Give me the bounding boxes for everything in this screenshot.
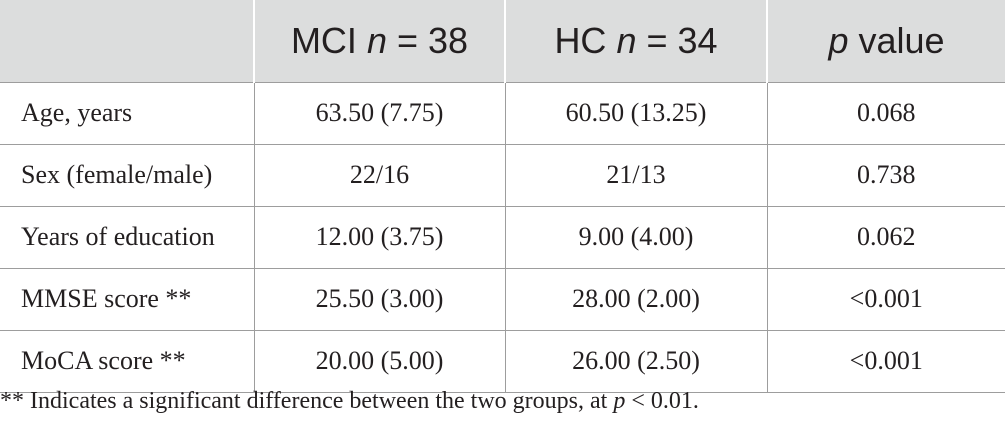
hc-value: 26.00 (2.50) (504, 329, 767, 393)
table-row: MoCA score ** 20.00 (5.00) 26.00 (2.50) … (0, 329, 1005, 393)
table-row: Sex (female/male) 22/16 21/13 0.738 (0, 143, 1005, 206)
header-hc: HC n = 34 (504, 0, 767, 82)
p-value: <0.001 (766, 329, 1005, 393)
header-p-value: p value (766, 0, 1005, 82)
table-row: MMSE score ** 25.50 (3.00) 28.00 (2.00) … (0, 267, 1005, 330)
header-mci-suffix: = 38 (386, 19, 469, 61)
footnote-p-italic: p (613, 388, 626, 414)
table-row: Age, years 63.50 (7.75) 60.50 (13.25) 0.… (0, 81, 1005, 144)
footnote-prefix: ** Indicates a significant difference be… (0, 388, 614, 414)
hc-value: 9.00 (4.00) (504, 205, 767, 268)
header-mci-prefix: MCI (290, 19, 367, 61)
header-hc-suffix: = 34 (636, 19, 718, 61)
hc-value: 28.00 (2.00) (504, 267, 767, 330)
mci-value: 20.00 (5.00) (253, 329, 505, 393)
header-p-suffix: value (848, 19, 945, 61)
mci-value: 63.50 (7.75) (253, 81, 505, 144)
data-table: MCI n = 38 HC n = 34 p value Age, years … (0, 0, 1005, 393)
table-row: Years of education 12.00 (3.75) 9.00 (4.… (0, 205, 1005, 268)
mci-value: 25.50 (3.00) (253, 267, 505, 330)
table-header: MCI n = 38 HC n = 34 p value (0, 0, 1005, 82)
header-row: MCI n = 38 HC n = 34 p value (0, 0, 1005, 82)
p-value: 0.068 (766, 81, 1005, 144)
hc-value: 21/13 (504, 143, 767, 206)
mci-value: 12.00 (3.75) (253, 205, 505, 268)
hc-value: 60.50 (13.25) (504, 81, 767, 144)
header-p-italic: p (828, 19, 849, 61)
header-hc-prefix: HC (554, 19, 617, 61)
p-value: 0.062 (766, 205, 1005, 268)
footnote-suffix: < 0.01. (625, 388, 699, 414)
header-empty-cell (0, 0, 254, 82)
header-mci-n: n (366, 19, 387, 61)
row-label: Years of education (0, 205, 254, 268)
row-label: Sex (female/male) (0, 143, 254, 206)
row-label: MMSE score ** (0, 267, 254, 330)
table-footnote: ** Indicates a significant difference be… (0, 388, 699, 415)
mci-value: 22/16 (253, 143, 505, 206)
table-body: Age, years 63.50 (7.75) 60.50 (13.25) 0.… (0, 81, 1005, 393)
row-label: Age, years (0, 81, 254, 144)
p-value: 0.738 (766, 143, 1005, 206)
header-hc-n: n (616, 19, 637, 61)
row-label: MoCA score ** (0, 329, 254, 393)
p-value: <0.001 (766, 267, 1005, 330)
header-mci: MCI n = 38 (253, 0, 505, 82)
